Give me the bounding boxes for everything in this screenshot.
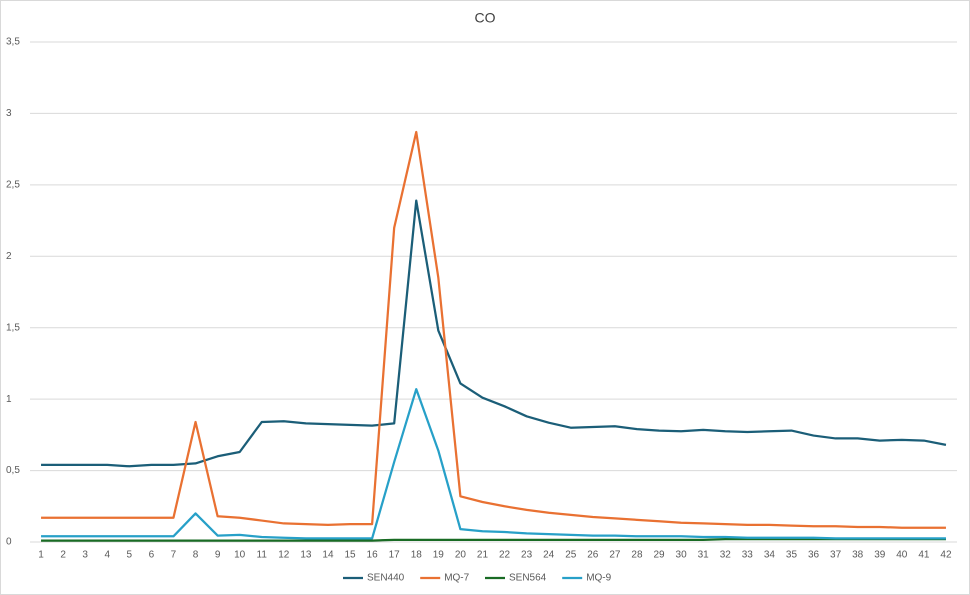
legend-label: MQ-7 bbox=[444, 573, 469, 584]
x-tick-label: 30 bbox=[676, 550, 688, 561]
x-tick-label: 26 bbox=[587, 550, 599, 561]
x-tick-label: 12 bbox=[278, 550, 290, 561]
chart-title: CO bbox=[475, 10, 496, 26]
x-tick-label: 13 bbox=[300, 550, 312, 561]
x-tick-label: 16 bbox=[367, 550, 379, 561]
y-tick-label: 0,5 bbox=[6, 465, 20, 476]
x-tick-label: 1 bbox=[38, 550, 44, 561]
y-tick-label: 2 bbox=[6, 251, 12, 262]
x-tick-label: 23 bbox=[521, 550, 533, 561]
x-tick-label: 8 bbox=[193, 550, 199, 561]
x-tick-label: 5 bbox=[127, 550, 133, 561]
series-line bbox=[41, 130, 946, 529]
x-tick-label: 22 bbox=[499, 550, 511, 561]
x-tick-label: 35 bbox=[786, 550, 798, 561]
y-tick-label: 0 bbox=[6, 537, 12, 548]
x-tick-label: 20 bbox=[455, 550, 467, 561]
y-tick-label: 1 bbox=[6, 394, 12, 405]
series-line bbox=[41, 388, 946, 540]
x-tick-label: 32 bbox=[720, 550, 732, 561]
x-tick-label: 19 bbox=[433, 550, 445, 561]
x-tick-label: 42 bbox=[940, 550, 952, 561]
x-tick-label: 11 bbox=[257, 550, 268, 561]
y-tick-label: 1,5 bbox=[6, 322, 20, 333]
x-tick-label: 17 bbox=[389, 550, 401, 561]
x-tick-label: 28 bbox=[631, 550, 643, 561]
legend-label: SEN564 bbox=[509, 573, 547, 584]
x-tick-label: 41 bbox=[918, 550, 930, 561]
x-tick-label: 25 bbox=[565, 550, 577, 561]
x-tick-label: 40 bbox=[896, 550, 908, 561]
x-tick-label: 21 bbox=[477, 550, 489, 561]
x-tick-label: 24 bbox=[543, 550, 555, 561]
legend-label: MQ-9 bbox=[586, 573, 611, 584]
x-tick-label: 33 bbox=[742, 550, 754, 561]
x-tick-label: 31 bbox=[698, 550, 710, 561]
x-tick-label: 36 bbox=[808, 550, 820, 561]
x-tick-label: 9 bbox=[215, 550, 221, 561]
x-tick-label: 4 bbox=[104, 550, 110, 561]
x-tick-label: 34 bbox=[764, 550, 776, 561]
x-tick-label: 27 bbox=[609, 550, 621, 561]
x-tick-label: 37 bbox=[830, 550, 842, 561]
x-tick-label: 38 bbox=[852, 550, 864, 561]
x-tick-label: 18 bbox=[411, 550, 423, 561]
x-tick-label: 6 bbox=[149, 550, 155, 561]
x-tick-label: 3 bbox=[82, 550, 88, 561]
series-line bbox=[41, 199, 947, 468]
y-tick-label: 3 bbox=[6, 108, 12, 119]
legend-label: SEN440 bbox=[367, 573, 405, 584]
x-tick-label: 14 bbox=[322, 550, 334, 561]
x-tick-label: 39 bbox=[874, 550, 886, 561]
x-tick-label: 7 bbox=[171, 550, 177, 561]
y-tick-label: 3,5 bbox=[6, 37, 20, 48]
x-tick-label: 29 bbox=[653, 550, 665, 561]
series-line bbox=[41, 538, 946, 542]
y-tick-label: 2,5 bbox=[6, 179, 20, 190]
x-tick-label: 10 bbox=[234, 550, 246, 561]
x-tick-label: 15 bbox=[344, 550, 356, 561]
x-tick-label: 2 bbox=[60, 550, 66, 561]
